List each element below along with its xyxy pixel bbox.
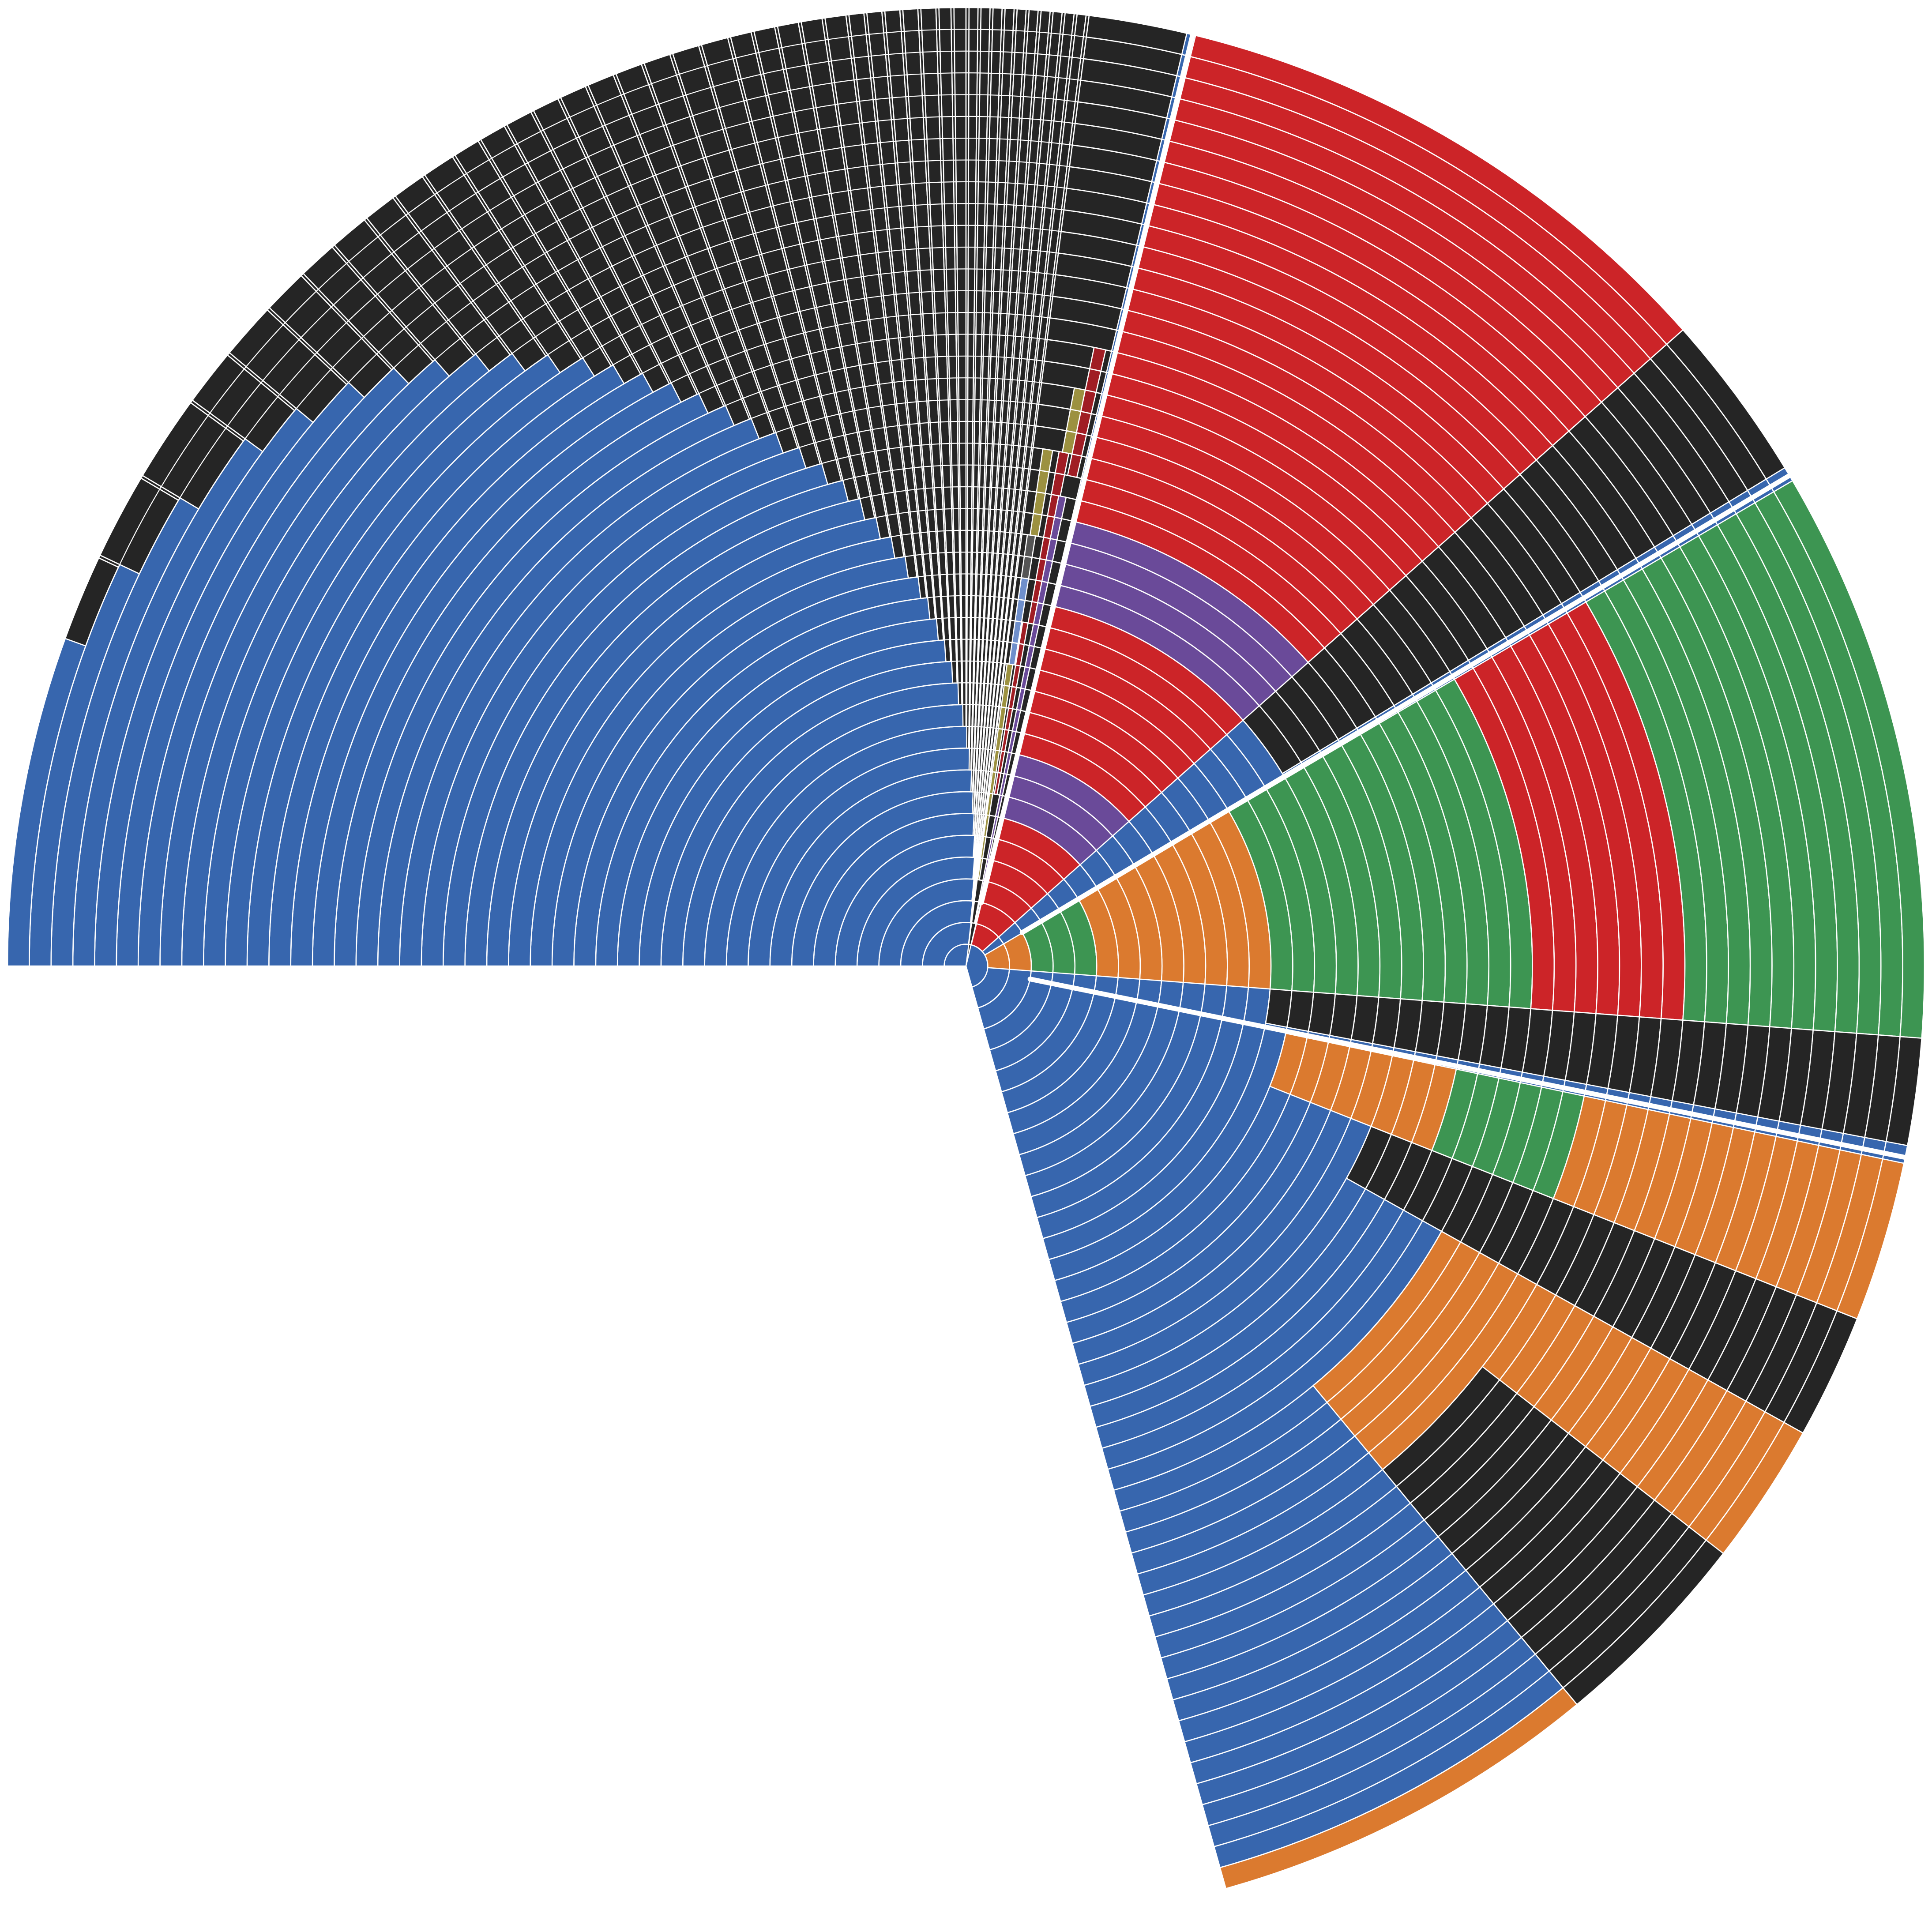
sector-gaps (979, 30, 1909, 1161)
ring-outline-26 (399, 399, 1533, 1533)
ring-outline-19 (551, 551, 1381, 1381)
ring-outlines (7, 7, 1925, 1925)
ring-outline-10 (748, 748, 1184, 1184)
ring-outline-39 (116, 116, 1816, 1816)
ring-outline-38 (138, 138, 1794, 1794)
ring-outline-32 (268, 268, 1664, 1664)
ring-outline-8 (791, 791, 1141, 1141)
ring-outline-40 (94, 94, 1838, 1838)
ring-outline-12 (704, 704, 1228, 1228)
ring-outline-42 (50, 50, 1882, 1882)
ring-outline-13 (682, 682, 1250, 1250)
ring-outline-17 (595, 595, 1337, 1337)
ring-outline-3 (900, 900, 1032, 1032)
ring-outline-30 (312, 312, 1620, 1620)
ring-outline-4 (878, 878, 1054, 1054)
ring-outline-1 (943, 943, 989, 989)
ring-outline-37 (159, 159, 1773, 1773)
ring-outline-23 (464, 464, 1468, 1468)
ring-outline-21 (508, 508, 1424, 1424)
ring-outline-18 (573, 573, 1359, 1359)
ring-outline-16 (617, 617, 1315, 1315)
ring-outline-20 (530, 530, 1402, 1402)
ring-outline-5 (857, 857, 1075, 1075)
sector-gap-1 (1019, 472, 1793, 935)
ring-outline-33 (246, 246, 1686, 1686)
ring-outline-44 (7, 7, 1925, 1925)
ring-outline-35 (203, 203, 1729, 1729)
sector-gap-0 (979, 30, 1196, 905)
ring-outline-14 (660, 660, 1272, 1272)
ring-outline-41 (72, 72, 1860, 1860)
ring-outline-27 (377, 377, 1555, 1555)
ring-outline-22 (486, 486, 1446, 1446)
ring-outline-28 (355, 355, 1577, 1577)
sector-gap-2 (1027, 977, 1909, 1161)
ring-outline-25 (421, 421, 1511, 1511)
ring-outline-24 (443, 443, 1489, 1489)
sunburst-wedges (7, 7, 1925, 1889)
ring-outline-2 (922, 922, 1010, 1010)
ring-outline-7 (813, 813, 1119, 1119)
ring-outline-6 (834, 834, 1098, 1098)
ring-outline-29 (334, 334, 1598, 1598)
ring-outline-31 (290, 290, 1642, 1642)
ring-outline-34 (225, 225, 1707, 1707)
ring-outline-43 (29, 29, 1903, 1903)
ring-outline-36 (181, 181, 1751, 1751)
ring-outline-15 (639, 639, 1293, 1293)
ring-outline-11 (725, 725, 1207, 1207)
ring-outline-9 (769, 769, 1163, 1163)
